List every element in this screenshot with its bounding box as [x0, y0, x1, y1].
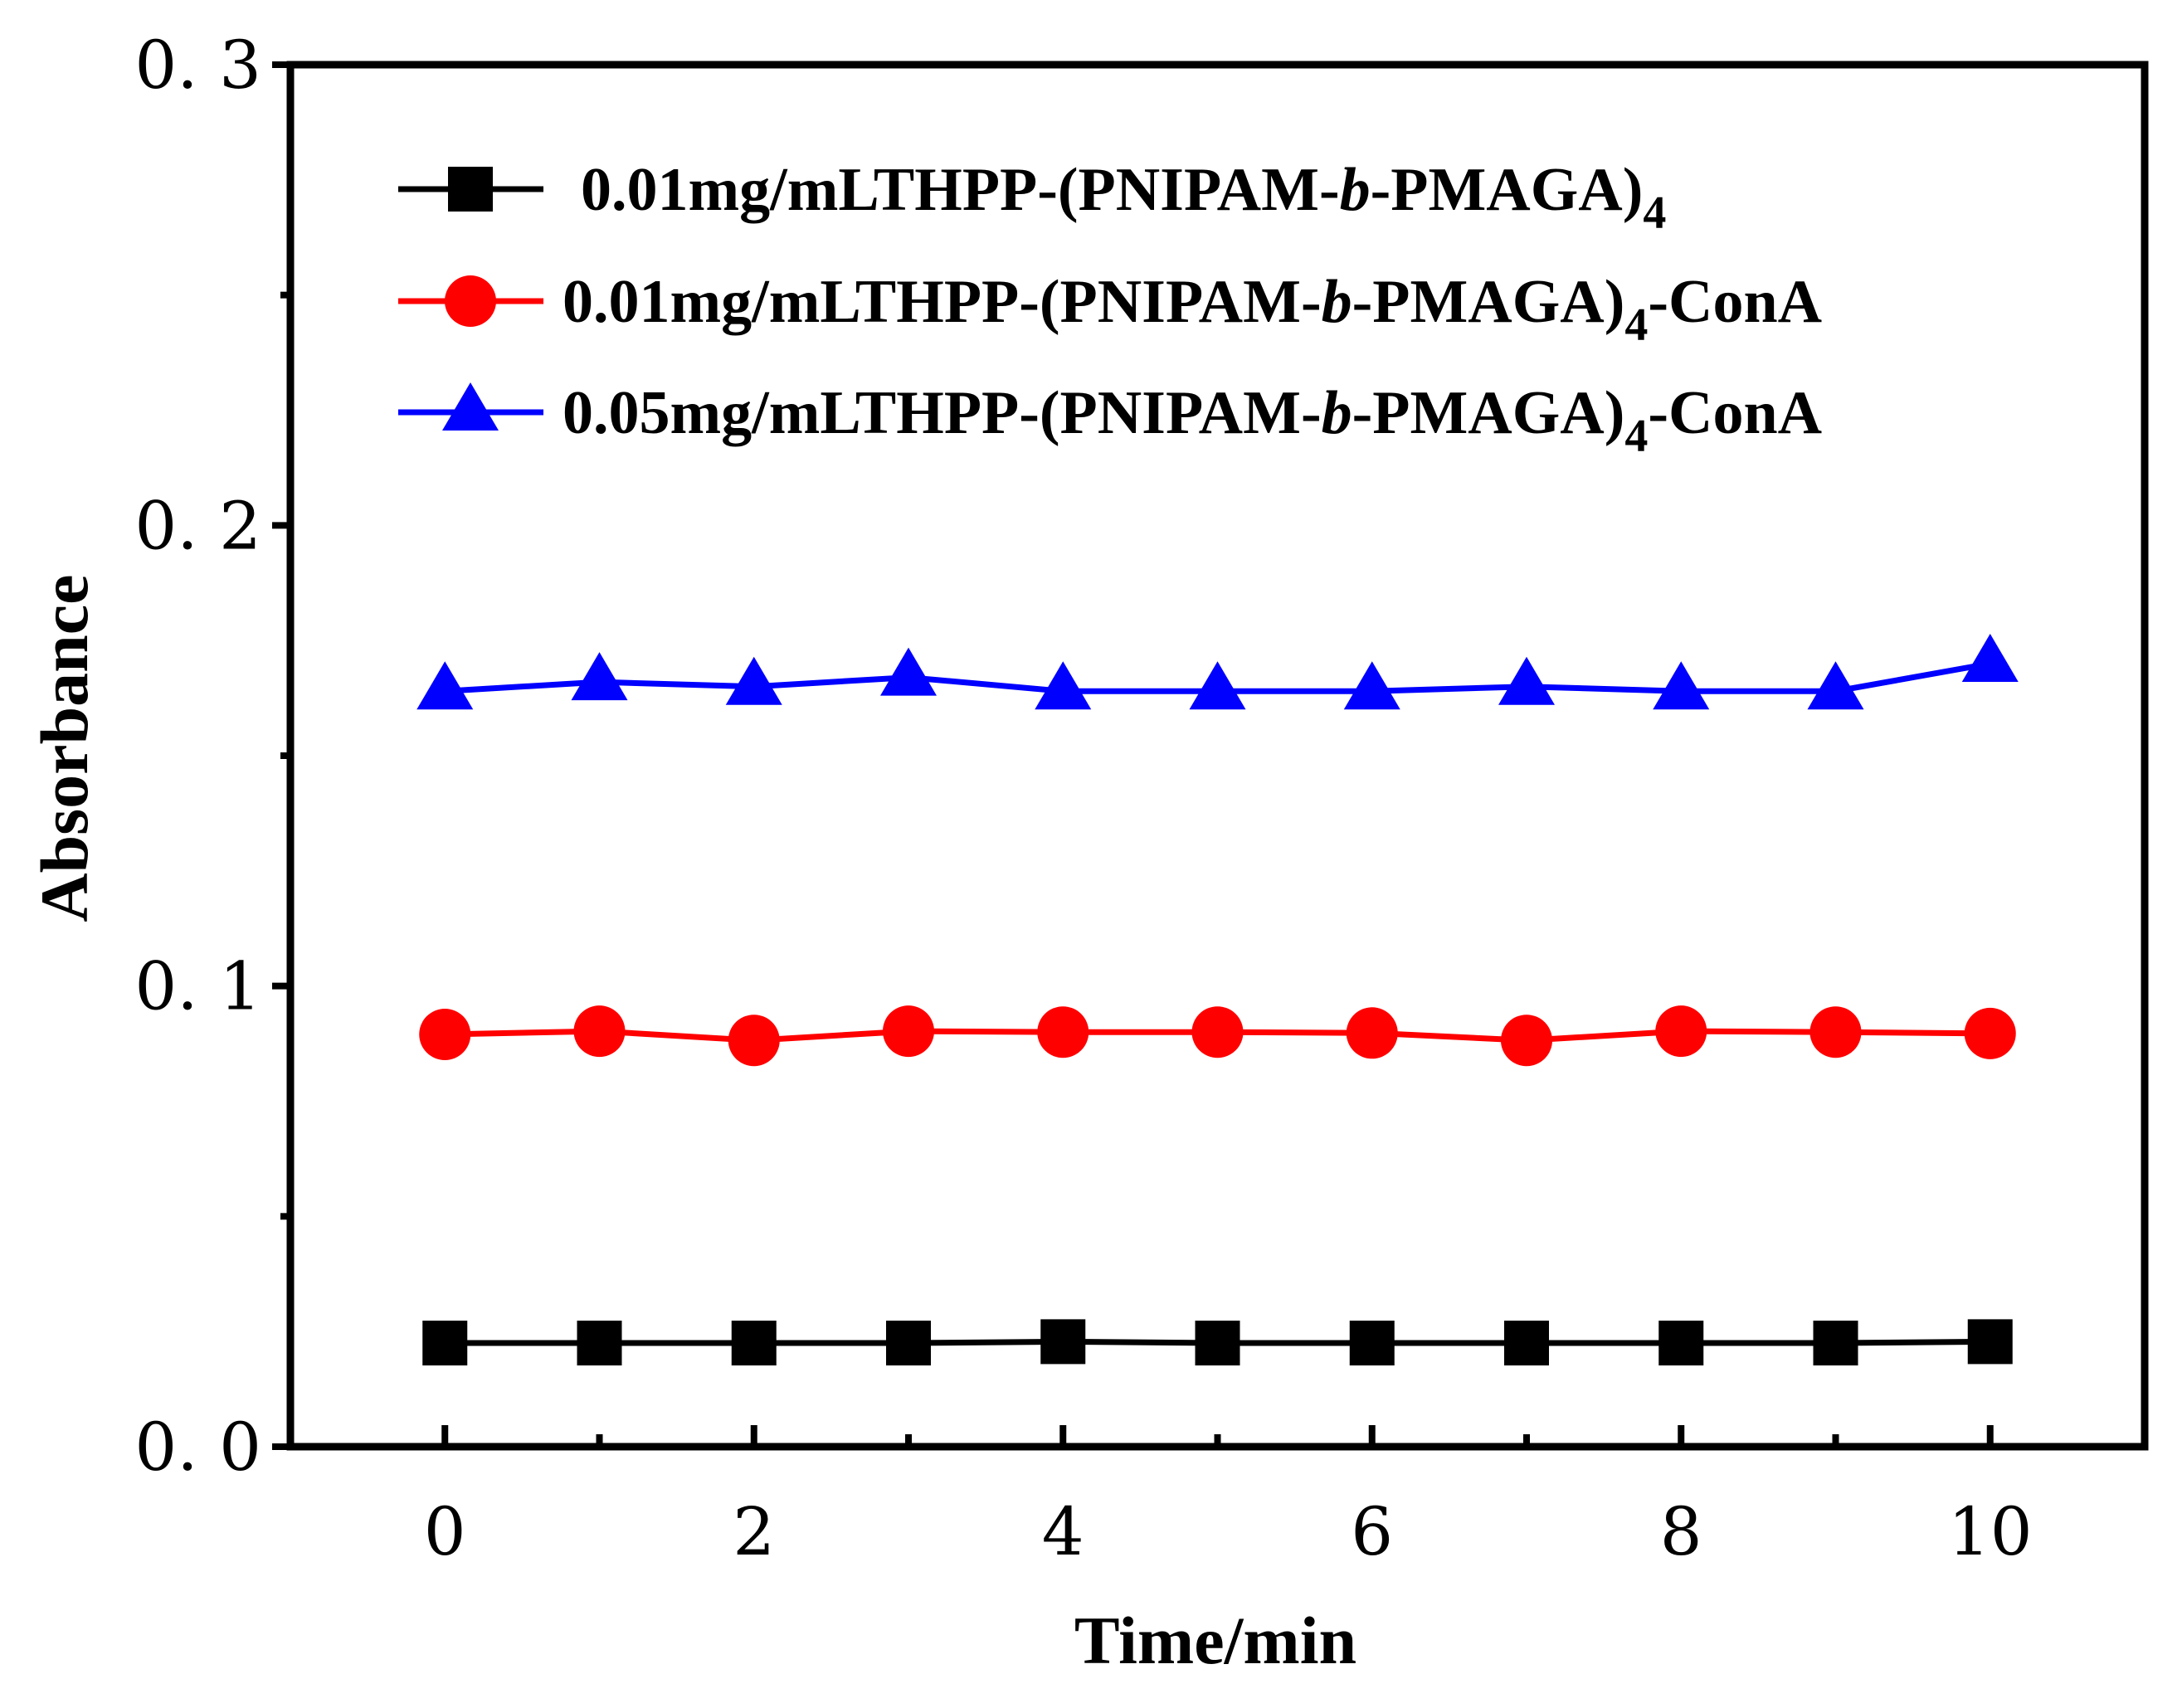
x-tick-label: 0	[424, 1493, 466, 1570]
data-point	[1813, 1321, 1858, 1366]
data-point	[1653, 661, 1710, 710]
data-point	[731, 1321, 777, 1366]
data-point	[419, 1008, 471, 1060]
data-point	[883, 1005, 934, 1058]
data-point	[1504, 1321, 1549, 1366]
data-point	[1498, 656, 1555, 705]
x-tick-label: 2	[733, 1493, 775, 1570]
y-tick-label: 0. 2	[134, 487, 261, 564]
legend-label: 0.01mg/mLTHPP-(PNIPAM-b-PMAGA)4-ConA	[563, 268, 1822, 351]
series-circle	[419, 1005, 2016, 1067]
y-axis-title: Absorbance	[27, 574, 102, 922]
legend-marker	[445, 275, 496, 327]
data-point	[1658, 1321, 1704, 1366]
data-point	[1191, 1006, 1244, 1058]
data-point	[1037, 1006, 1089, 1058]
legend-marker	[448, 167, 493, 212]
y-tick-label: 0. 3	[134, 27, 261, 104]
data-point	[1964, 1007, 2016, 1059]
data-point	[728, 1015, 780, 1067]
data-point	[571, 652, 628, 701]
data-point	[1807, 661, 1864, 710]
legend-label: 0.05mg/mLTHPP-(PNIPAM-b-PMAGA)4-ConA	[563, 379, 1822, 462]
data-point	[880, 647, 937, 696]
data-point	[1655, 1005, 1707, 1058]
legend-item: 0.01mg/mLTHPP-(PNIPAM-b-PMAGA)4	[398, 156, 1666, 239]
data-point	[1035, 661, 1092, 710]
data-point	[1343, 661, 1400, 710]
data-point	[725, 656, 782, 705]
data-point	[577, 1321, 622, 1366]
x-tick-label: 6	[1351, 1493, 1393, 1570]
data-point	[573, 1005, 626, 1058]
legend-item: 0.01mg/mLTHPP-(PNIPAM-b-PMAGA)4-ConA	[398, 268, 1822, 351]
data-point	[1349, 1321, 1395, 1366]
axes-layer: 0 2 4 6 8 10 0. 0 0. 1 0. 2 0. 3	[134, 27, 2149, 1570]
series-triangle	[416, 633, 2019, 710]
legend-label: 0.01mg/mLTHPP-(PNIPAM-b-PMAGA)4	[581, 156, 1666, 239]
data-point	[416, 661, 474, 710]
data-point	[1809, 1006, 1862, 1058]
legend-marker	[442, 382, 499, 431]
data-point	[1346, 1007, 1398, 1059]
data-point	[1501, 1015, 1552, 1067]
data-point	[1189, 661, 1246, 710]
legend: 0.01mg/mLTHPP-(PNIPAM-b-PMAGA)4 0.01mg/mL…	[398, 156, 1822, 462]
x-axis-title: Time/min	[1074, 1603, 1356, 1678]
x-tick-label: 10	[1948, 1493, 2033, 1570]
data-point	[1040, 1319, 1086, 1365]
data-point	[422, 1321, 468, 1366]
x-tick-label: 4	[1042, 1493, 1084, 1570]
legend-item: 0.05mg/mLTHPP-(PNIPAM-b-PMAGA)4-ConA	[398, 379, 1822, 462]
y-tick-label: 0. 1	[134, 948, 261, 1025]
data-point	[1967, 1319, 2013, 1365]
x-tick-label: 8	[1660, 1493, 1702, 1570]
y-tick-label: 0. 0	[134, 1409, 261, 1486]
data-point	[886, 1321, 931, 1366]
series-layer	[416, 633, 2019, 1366]
series-square	[422, 1319, 2013, 1366]
data-point	[1961, 633, 2019, 682]
data-point	[1195, 1321, 1240, 1366]
